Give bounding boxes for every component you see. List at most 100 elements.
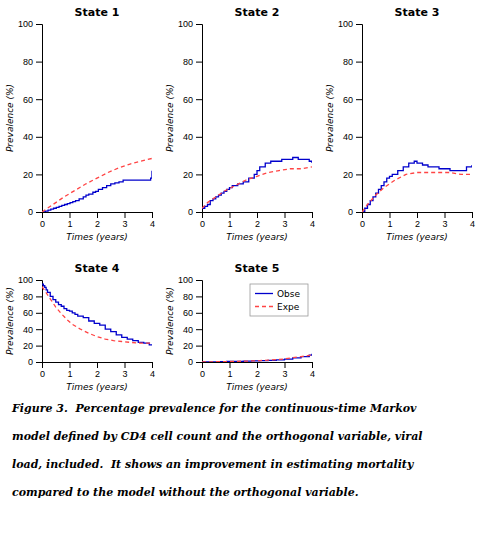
tick-label: 2: [255, 369, 260, 379]
tick-label: 4: [310, 369, 315, 379]
tick-mark: [356, 174, 362, 175]
tick: 2: [95, 212, 100, 229]
tick: 4: [150, 362, 155, 379]
tick-label: 0: [188, 357, 193, 367]
tick: 40: [343, 132, 362, 142]
tick: 60: [343, 95, 362, 105]
tick-label: 20: [343, 170, 353, 180]
tick: 20: [23, 341, 42, 351]
tick-label: 60: [183, 308, 193, 318]
tick: 1: [227, 362, 232, 379]
tick: 80: [23, 292, 42, 302]
y-axis-title: Prevalence (%): [325, 84, 335, 152]
tick-label: 100: [338, 19, 353, 29]
tick: 100: [18, 19, 42, 29]
tick: 60: [183, 95, 202, 105]
tick-mark: [196, 329, 202, 330]
tick-label: 0: [200, 219, 205, 229]
tick-mark: [196, 24, 202, 25]
tick: 40: [23, 325, 42, 335]
tick-label: 100: [18, 19, 33, 29]
tick-mark: [36, 62, 42, 63]
tick-mark: [196, 99, 202, 100]
line: [202, 167, 312, 208]
tick-mark: [472, 212, 473, 218]
tick-label: 80: [343, 57, 353, 67]
tick-mark: [152, 362, 153, 368]
tick-label: 4: [150, 369, 155, 379]
tick: 0: [348, 207, 362, 217]
panel: 01234020406080100State 5Times (years)Pre…: [165, 262, 315, 392]
caption-line: Figure 3. Percentage prevalence for the …: [11, 402, 417, 415]
tick-mark: [97, 212, 98, 218]
tick: 0: [360, 212, 365, 229]
line: [42, 158, 152, 212]
tick-label: 60: [23, 308, 33, 318]
legend-label: Obse: [277, 289, 300, 299]
tick-mark: [417, 212, 418, 218]
tick-label: 2: [95, 219, 100, 229]
step-line: [202, 354, 312, 362]
tick: 3: [282, 212, 287, 229]
x-axis: 0 1 2 3 4: [200, 362, 315, 379]
tick: 60: [23, 308, 42, 318]
tick-label: 60: [183, 95, 193, 105]
tick: 3: [282, 362, 287, 379]
tick-label: 80: [23, 57, 33, 67]
tick-label: 0: [28, 357, 33, 367]
tick-label: 1: [67, 369, 72, 379]
tick-label: 1: [67, 219, 72, 229]
tick-mark: [36, 362, 42, 363]
legend-swatch: [255, 306, 273, 307]
axis-line: [36, 25, 43, 213]
caption: Figure 3. Percentage prevalence for the …: [11, 402, 422, 499]
tick-label: 3: [122, 219, 127, 229]
tick-label: 40: [183, 325, 193, 335]
tick: 4: [150, 212, 155, 229]
tick: 60: [23, 95, 42, 105]
axis-line: [363, 213, 473, 219]
tick-mark: [230, 362, 231, 368]
plot-area: [42, 158, 152, 212]
tick-label: 0: [348, 207, 353, 217]
tick-label: 60: [23, 95, 33, 105]
tick: 0: [28, 357, 42, 367]
line: [362, 173, 472, 212]
chart-title: State 2: [235, 6, 280, 19]
tick-mark: [356, 137, 362, 138]
tick-mark: [196, 362, 202, 363]
tick: 80: [343, 57, 362, 67]
tick-label: 40: [183, 132, 193, 142]
tick: 80: [183, 57, 202, 67]
tick-label: 3: [282, 219, 287, 229]
x-axis-title: Times (years): [66, 382, 128, 392]
tick-mark: [152, 212, 153, 218]
x-axis-title: Times (years): [66, 232, 128, 242]
y-axis-title: Prevalence (%): [165, 287, 175, 355]
tick-label: 0: [200, 369, 205, 379]
y-axis: 020406080100: [18, 275, 43, 367]
y-axis: 020406080100: [178, 275, 203, 367]
tick-mark: [257, 362, 258, 368]
tick-label: 3: [442, 219, 447, 229]
x-axis: 01234: [360, 212, 475, 229]
y-axis-title: Prevalence (%): [165, 84, 175, 152]
tick-label: 2: [95, 369, 100, 379]
y-axis: 0 20 40 60 80 100: [338, 19, 363, 217]
chart-title: State 3: [395, 6, 440, 19]
y-axis: 020406080100: [178, 19, 203, 217]
tick: 0: [188, 357, 202, 367]
tick-label: 20: [23, 341, 33, 351]
tick: 80: [183, 292, 202, 302]
axis-line: [203, 363, 313, 369]
x-axis: 01234: [40, 212, 155, 229]
tick: 3: [122, 362, 127, 379]
tick-label: 20: [183, 341, 193, 351]
y-axis: 020406080100: [18, 19, 43, 217]
plot-area: [42, 284, 152, 346]
tick-label: 4: [150, 219, 155, 229]
chart-title: State 4: [75, 262, 120, 275]
tick-label: 3: [282, 369, 287, 379]
tick-mark: [70, 212, 71, 218]
tick-label: 20: [23, 170, 33, 180]
